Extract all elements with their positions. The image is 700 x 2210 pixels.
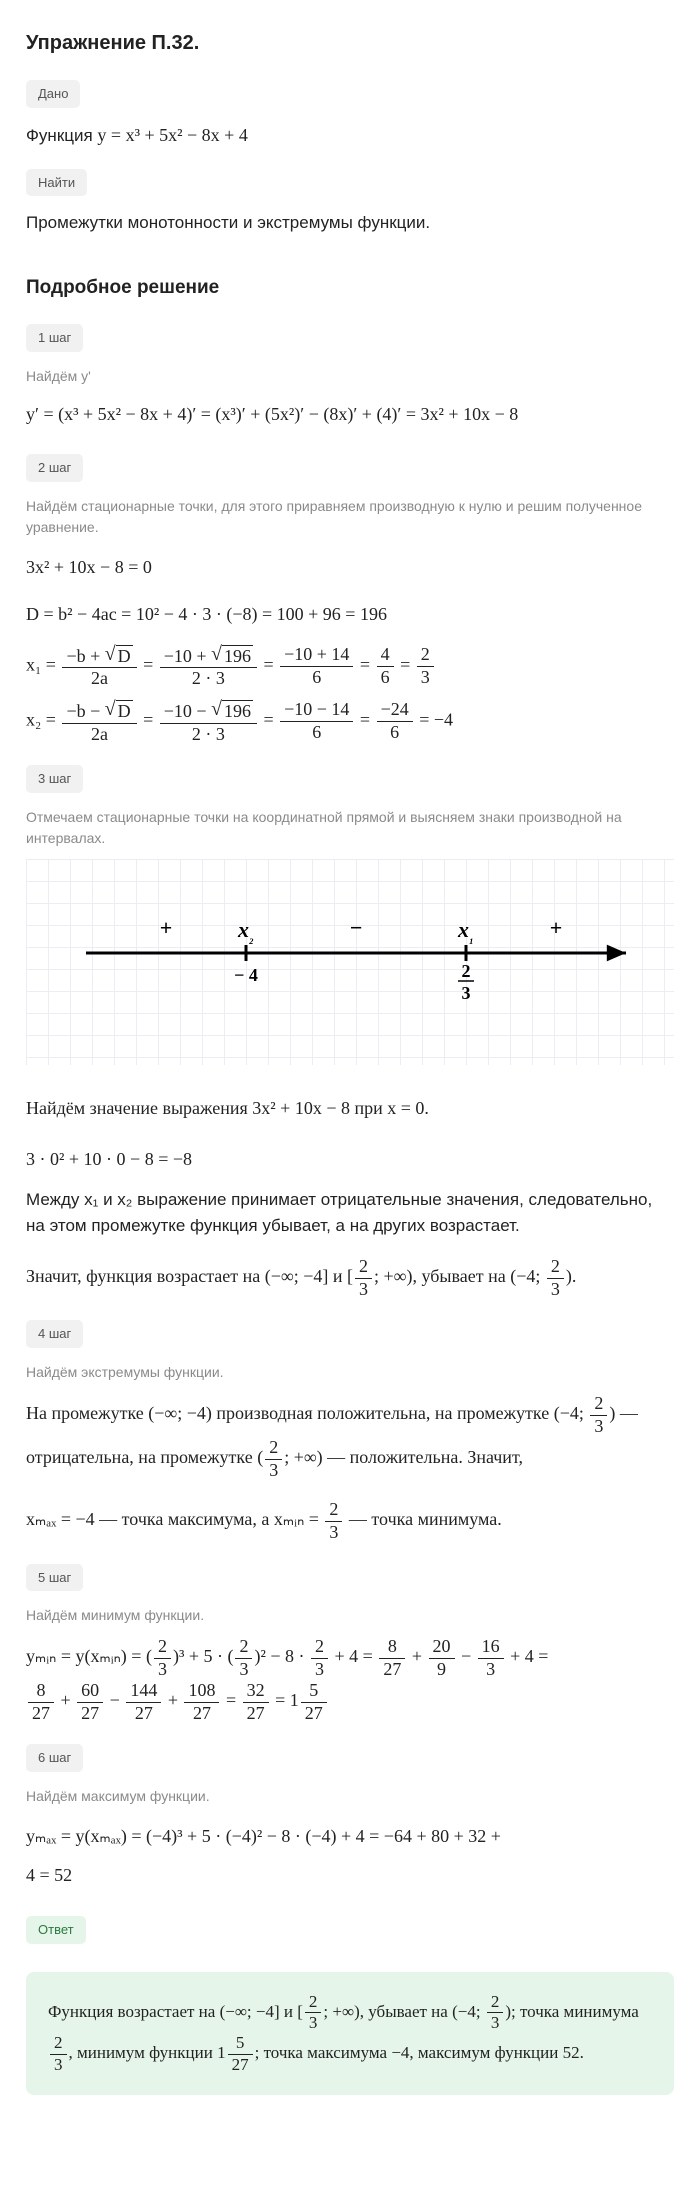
ymin-calc: yₘᵢₙ = y(xₘᵢₙ) = (23)³ + 5 · (23)² − 8 ·… <box>26 1636 674 1724</box>
x2-frac3: −10 − 146 <box>280 699 353 743</box>
svg-text:x₁: x₁ <box>457 917 474 945</box>
interval-sign-text: Между x₁ и x₂ выражение принимает отрица… <box>26 1187 674 1238</box>
x2-frac1: −b − √D2a <box>62 698 136 745</box>
step6-note: Найдём максимум функции. <box>26 1786 674 1807</box>
given-line: Функция y = x³ + 5x² − 8x + 4 <box>26 122 674 149</box>
quad-eq: 3x² + 10x − 8 = 0 <box>26 548 674 588</box>
extrema-line2: xₘₐₓ = −4 — точка максимума, а xₘᵢₙ = 23… <box>26 1499 674 1543</box>
x2-line: x₂ = −b − √D2a = −10 − √1962 · 3 = −10 −… <box>26 698 674 745</box>
step-5: 5 шаг Найдём минимум функции. yₘᵢₙ = y(x… <box>26 1564 674 1725</box>
derivative-expr: y′ = (x³ + 5x² − 8x + 4)′ = (x³)′ + (5x²… <box>26 404 518 424</box>
step6-badge: 6 шаг <box>26 1744 83 1772</box>
step-6: 6 шаг Найдём максимум функции. yₘₐₓ = y(… <box>26 1744 674 1896</box>
solution-heading: Подробное решение <box>26 274 674 303</box>
monotonic-summary: Значит, функция возрастает на (−∞; −4] и… <box>26 1256 674 1300</box>
find-text: Промежутки монотонности и экстремумы фун… <box>26 210 674 236</box>
given-formula: y = x³ + 5x² − 8x + 4 <box>97 125 247 145</box>
svg-text:− 4: − 4 <box>234 965 258 985</box>
x1-line: x₁ = −b + √D2a = −10 + √1962 · 3 = −10 +… <box>26 643 674 690</box>
given-section: Дано Функция y = x³ + 5x² − 8x + 4 <box>26 80 674 149</box>
given-prefix: Функция <box>26 126 97 145</box>
x1-frac2: −10 + √1962 · 3 <box>160 643 257 690</box>
svg-text:x₂: x₂ <box>237 917 254 945</box>
ymax-calc: yₘₐₓ = y(xₘₐₓ) = (−4)³ + 5 · (−4)² − 8 ·… <box>26 1817 674 1896</box>
numberline-svg: + − + x₂ − 4 x₁ 23 <box>26 893 674 1023</box>
step1-note: Найдём y' <box>26 366 674 387</box>
eval-intro: Найдём значение выражения 3x² + 10x − 8 … <box>26 1095 674 1122</box>
step3-badge: 3 шаг <box>26 765 83 793</box>
x1-frac3: −10 + 146 <box>280 644 353 688</box>
x2-rhs: = −4 <box>419 710 453 730</box>
step5-badge: 5 шаг <box>26 1564 83 1592</box>
step1-badge: 1 шаг <box>26 324 83 352</box>
svg-text:−: − <box>350 915 363 940</box>
step-4: 4 шаг Найдём экстремумы функции. На пром… <box>26 1320 674 1543</box>
x2-lhs: x₂ = <box>26 710 60 730</box>
x1-frac5: 23 <box>417 644 434 688</box>
step-1: 1 шаг Найдём y' y′ = (x³ + 5x² − 8x + 4)… <box>26 324 674 434</box>
x2-frac4: −246 <box>377 699 413 743</box>
answer-badge: Ответ <box>26 1916 86 1944</box>
x1-lhs: x₁ = <box>26 655 60 675</box>
svg-text:2: 2 <box>462 961 471 981</box>
derivative-line: y′ = (x³ + 5x² − 8x + 4)′ = (x³)′ + (5x²… <box>26 395 674 435</box>
step2-note: Найдём стационарные точки, для этого при… <box>26 496 674 538</box>
step5-note: Найдём минимум функции. <box>26 1605 674 1626</box>
find-section: Найти Промежутки монотонности и экстрему… <box>26 169 674 236</box>
extrema-line1: На промежутке (−∞; −4) производная полож… <box>26 1393 674 1481</box>
discriminant: D = b² − 4ac = 10² − 4 · 3 · (−8) = 100 … <box>26 595 674 635</box>
document-root: Упражнение П.32. Дано Функция y = x³ + 5… <box>0 0 700 2125</box>
find-badge: Найти <box>26 169 87 197</box>
given-badge: Дано <box>26 80 80 108</box>
step4-badge: 4 шаг <box>26 1320 83 1348</box>
svg-text:+: + <box>160 915 173 940</box>
eval-calc: 3 · 0² + 10 · 0 − 8 = −8 <box>26 1140 674 1180</box>
step4-note: Найдём экстремумы функции. <box>26 1362 674 1383</box>
svg-text:3: 3 <box>462 983 471 1003</box>
answer-box: Функция возрастает на (−∞; −4] и [23; +∞… <box>26 1972 674 2096</box>
x1-frac4: 46 <box>377 644 394 688</box>
step-2: 2 шаг Найдём стационарные точки, для это… <box>26 454 674 745</box>
step-3: 3 шаг Отмечаем стационарные точки на коо… <box>26 765 674 1300</box>
svg-text:+: + <box>550 915 563 940</box>
x1-frac1: −b + √D2a <box>62 643 136 690</box>
x2-frac2: −10 − √1962 · 3 <box>160 698 257 745</box>
numberline-diagram: + − + x₂ − 4 x₁ 23 <box>26 859 674 1065</box>
step2-badge: 2 шаг <box>26 454 83 482</box>
step3-note: Отмечаем стационарные точки на координат… <box>26 807 674 849</box>
exercise-title: Упражнение П.32. <box>26 28 674 58</box>
